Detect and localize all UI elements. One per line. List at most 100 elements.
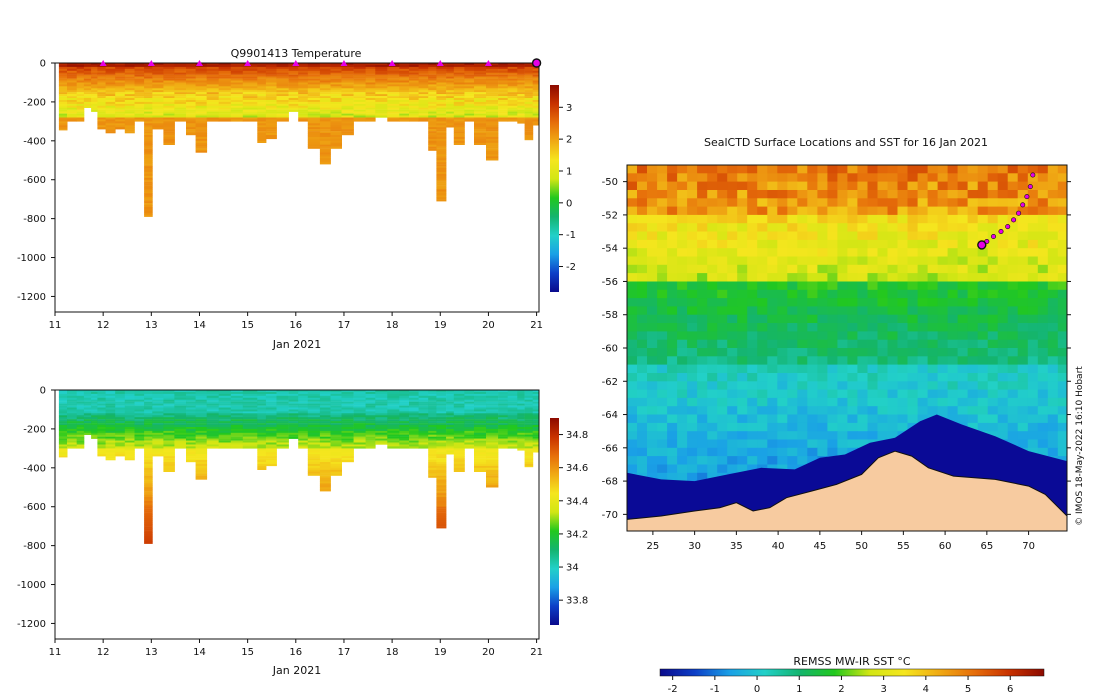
profile-cell [134,438,145,441]
surface-marker [244,60,252,66]
profile-cell [399,427,410,430]
x-tick-label: 18 [386,320,399,331]
profile-cell [257,138,267,142]
profile-cell [265,119,277,122]
sst-cell [707,331,718,341]
sst-cell [947,339,959,349]
profile-cell [436,473,447,476]
profile-cell [453,140,465,143]
profile-cell [67,415,77,418]
sst-cell [757,214,768,224]
sst-cell [707,364,718,374]
sst-cell [817,206,828,216]
profile-cell [341,63,354,66]
profile-cell [152,442,164,445]
profile-cell [436,432,447,435]
profile-cell [387,113,400,116]
sst-cell [987,298,999,307]
sst-cell [857,264,868,274]
profile-cell [524,123,534,126]
profile-cell [532,413,540,416]
sst-cell [1057,306,1067,316]
profile-cell [486,78,499,81]
profile-cell [163,78,175,81]
sst-cell [877,214,888,224]
profile-cell [474,456,487,459]
sst-cell [657,306,668,316]
profile-cell [498,438,509,441]
profile-cell [144,391,153,395]
profile-cell [524,423,534,426]
profile-cell [399,101,410,105]
profile-cell [97,440,106,443]
profile-cell [276,80,289,83]
profile-cell [446,448,455,451]
profile-cell [206,76,220,79]
profile-cell [428,432,437,435]
profile-cell [399,86,410,89]
profile-cell [67,395,77,398]
profile-cell [409,440,419,443]
profile-cell [276,403,289,406]
profile-cell [399,103,410,107]
profile-cell [436,407,447,410]
profile-cell [409,80,419,83]
profile-cell [486,80,499,83]
profile-cell [474,432,487,435]
sst-cell [667,298,678,307]
profile-cell [453,72,465,75]
profile-cell [265,121,277,124]
sst-cell [797,281,808,291]
profile-cell [218,397,232,400]
profile-cell [453,460,465,463]
profile-cell [242,393,258,397]
profile-cell [341,423,354,426]
profile-cell [532,417,540,420]
profile-cell [163,436,175,439]
sst-cell [747,397,758,407]
profile-cell [453,131,465,134]
sst-cell [937,231,949,241]
profile-cell [436,199,447,202]
profile-cell [517,442,525,445]
profile-cell [97,444,106,447]
profile-cell [319,86,331,89]
profile-cell [144,403,153,406]
profile-cell [330,434,342,437]
profile-cell [144,76,153,79]
profile-cell [163,430,175,434]
profile-cell [67,101,77,105]
profile-cell [105,129,116,132]
sst-cell [987,281,999,291]
profile-cell [58,115,68,118]
sst-cell [897,264,908,274]
profile-cell [532,436,540,439]
profile-cell [436,189,447,192]
profile-cell [265,391,277,395]
profile-cell [307,417,321,420]
profile-cell [144,185,153,188]
profile-cell [163,438,175,441]
profile-cell [319,446,331,449]
profile-cell [76,105,85,108]
sst-cell [737,364,748,374]
profile-cell [365,401,376,404]
profile-cell [58,72,68,75]
profile-cell [195,456,208,459]
profile-cell [218,90,232,93]
sst-cell [687,165,698,174]
profile-cell [409,411,419,414]
sst-cell [957,306,969,316]
profile-cell [163,107,175,110]
sst-cell [657,231,668,241]
profile-cell [242,100,258,103]
profile-cell [319,150,331,153]
profile-cell [453,142,465,145]
profile-cell [387,393,400,397]
sst-cell [967,331,979,341]
sst-cell [897,198,908,208]
y-tick-label: -400 [23,136,46,147]
sst-cell [847,173,858,183]
sst-cell [897,331,908,341]
profile-cell [365,409,376,412]
